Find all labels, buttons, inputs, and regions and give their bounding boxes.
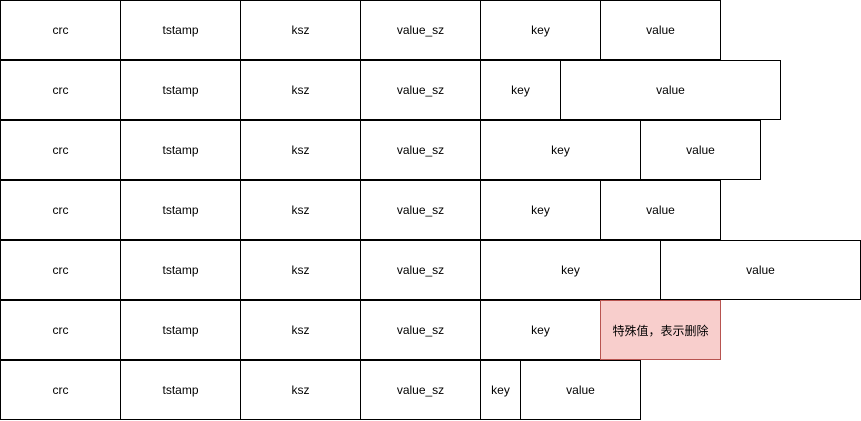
record-row: crc tstamp ksz value_sz key 特殊值，表示删除	[0, 300, 721, 360]
key-field: key	[480, 180, 601, 240]
tstamp-field: tstamp	[120, 300, 241, 360]
crc-field: crc	[0, 300, 121, 360]
key-field: key	[480, 300, 601, 360]
ksz-field: ksz	[240, 120, 361, 180]
value-field: value	[640, 120, 761, 180]
record-row: crc tstamp ksz value_sz key value	[0, 0, 721, 60]
value-field: value	[600, 180, 721, 240]
tstamp-field: tstamp	[120, 60, 241, 120]
key-field: key	[480, 240, 661, 300]
tstamp-field: tstamp	[120, 180, 241, 240]
value-field: value	[660, 240, 861, 300]
ksz-field: ksz	[240, 360, 361, 420]
tstamp-field: tstamp	[120, 240, 241, 300]
record-row: crc tstamp ksz value_sz key value	[0, 120, 761, 180]
crc-field: crc	[0, 0, 121, 60]
ksz-field: ksz	[240, 300, 361, 360]
ksz-field: ksz	[240, 60, 361, 120]
value-sz-field: value_sz	[360, 180, 481, 240]
key-field: key	[480, 360, 521, 420]
value-sz-field: value_sz	[360, 240, 481, 300]
record-row: crc tstamp ksz value_sz key value	[0, 180, 721, 240]
value-sz-field: value_sz	[360, 360, 481, 420]
record-row: crc tstamp ksz value_sz key value	[0, 360, 641, 420]
value-field: value	[600, 0, 721, 60]
tstamp-field: tstamp	[120, 0, 241, 60]
tstamp-field: tstamp	[120, 120, 241, 180]
record-row: crc tstamp ksz value_sz key value	[0, 240, 861, 300]
key-field: key	[480, 120, 641, 180]
value-sz-field: value_sz	[360, 120, 481, 180]
key-field: key	[480, 60, 561, 120]
ksz-field: ksz	[240, 180, 361, 240]
value-sz-field: value_sz	[360, 300, 481, 360]
tombstone-value-field: 特殊值，表示删除	[600, 300, 721, 360]
value-sz-field: value_sz	[360, 60, 481, 120]
value-sz-field: value_sz	[360, 0, 481, 60]
record-row: crc tstamp ksz value_sz key value	[0, 60, 781, 120]
value-field: value	[520, 360, 641, 420]
tstamp-field: tstamp	[120, 360, 241, 420]
key-field: key	[480, 0, 601, 60]
value-field: value	[560, 60, 781, 120]
crc-field: crc	[0, 60, 121, 120]
ksz-field: ksz	[240, 240, 361, 300]
crc-field: crc	[0, 240, 121, 300]
crc-field: crc	[0, 180, 121, 240]
crc-field: crc	[0, 120, 121, 180]
ksz-field: ksz	[240, 0, 361, 60]
crc-field: crc	[0, 360, 121, 420]
